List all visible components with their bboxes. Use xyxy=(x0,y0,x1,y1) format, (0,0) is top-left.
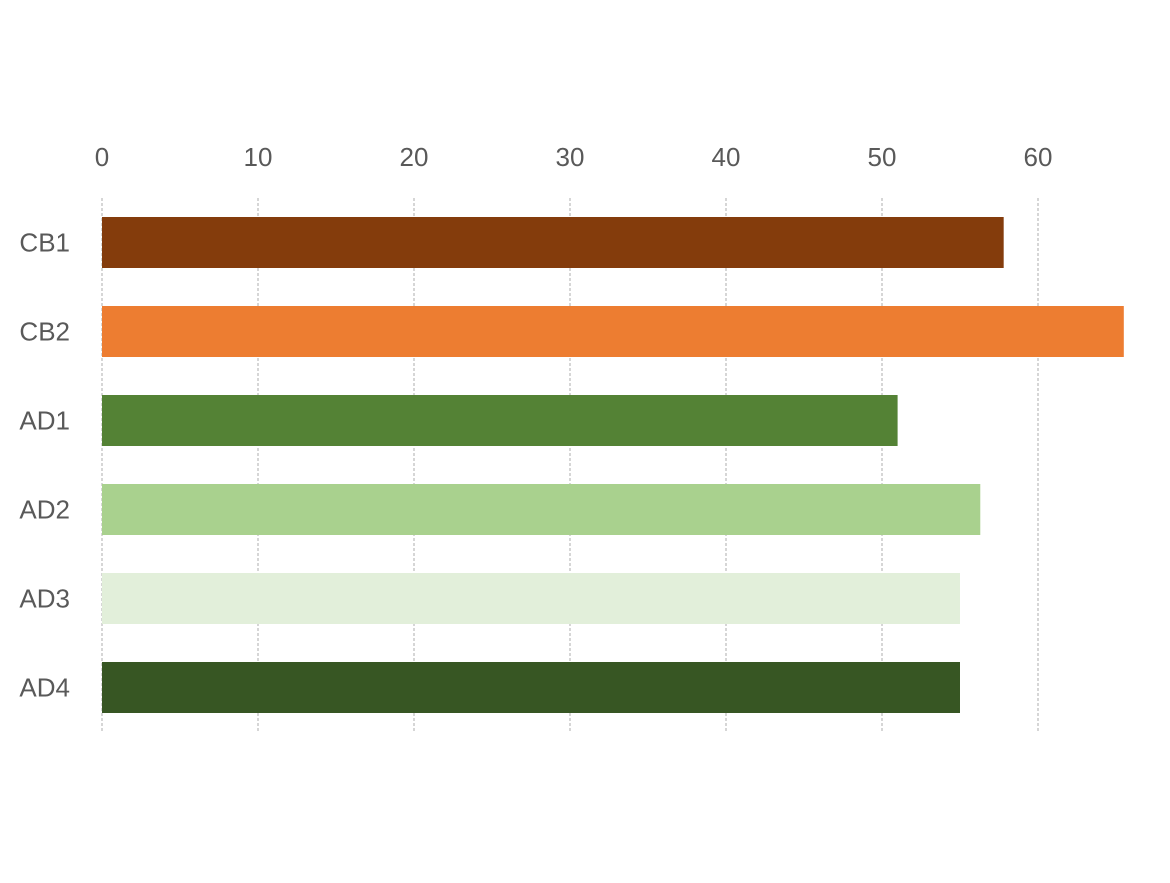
category-label-cb1: CB1 xyxy=(19,228,70,258)
bar-ad3 xyxy=(102,573,960,624)
bars xyxy=(102,217,1124,713)
x-tick-label: 60 xyxy=(1024,142,1053,172)
bar-cb2 xyxy=(102,306,1124,357)
bar-ad1 xyxy=(102,395,898,446)
bar-ad4 xyxy=(102,662,960,713)
x-tick-label: 10 xyxy=(244,142,273,172)
bar-ad2 xyxy=(102,484,981,535)
category-label-ad2: AD2 xyxy=(19,495,70,525)
x-tick-label: 40 xyxy=(712,142,741,172)
category-label-ad3: AD3 xyxy=(19,584,70,614)
x-tick-label: 0 xyxy=(95,142,109,172)
category-labels: CB1 CB2 AD1 AD2 AD3 AD4 xyxy=(19,228,70,703)
category-label-cb2: CB2 xyxy=(19,317,70,347)
category-label-ad4: AD4 xyxy=(19,673,70,703)
bar-cb1 xyxy=(102,217,1004,268)
category-label-ad1: AD1 xyxy=(19,406,70,436)
x-tick-label: 20 xyxy=(400,142,429,172)
gridlines xyxy=(101,198,1039,732)
x-tick-label: 50 xyxy=(868,142,897,172)
x-axis-tick-labels: 0 10 20 30 40 50 60 xyxy=(95,142,1053,172)
x-tick-label: 30 xyxy=(556,142,585,172)
